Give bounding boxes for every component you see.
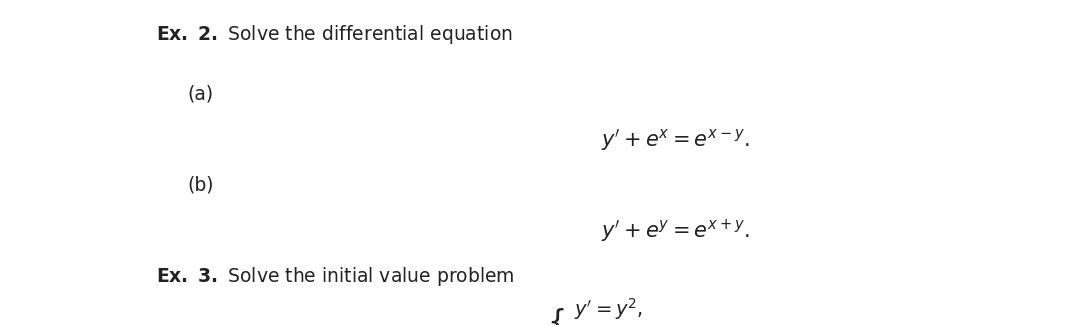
Text: $y' + e^{y} = e^{x+y}.$: $y' + e^{y} = e^{x+y}.$ xyxy=(601,218,750,245)
Text: (b): (b) xyxy=(188,176,215,194)
Text: (a): (a) xyxy=(188,84,214,103)
Text: $\mathbf{Ex.\ 2.}$ Solve the differential equation: $\mathbf{Ex.\ 2.}$ Solve the differentia… xyxy=(156,23,512,46)
Text: $\{$: $\{$ xyxy=(547,306,564,325)
Text: $y' = y^2,$: $y' = y^2,$ xyxy=(574,296,643,322)
Text: $\mathbf{Ex.\ 3.}$ Solve the initial value problem: $\mathbf{Ex.\ 3.}$ Solve the initial val… xyxy=(156,265,514,288)
Text: $y' + e^{x} = e^{x-y}.$: $y' + e^{x} = e^{x-y}.$ xyxy=(601,127,750,153)
